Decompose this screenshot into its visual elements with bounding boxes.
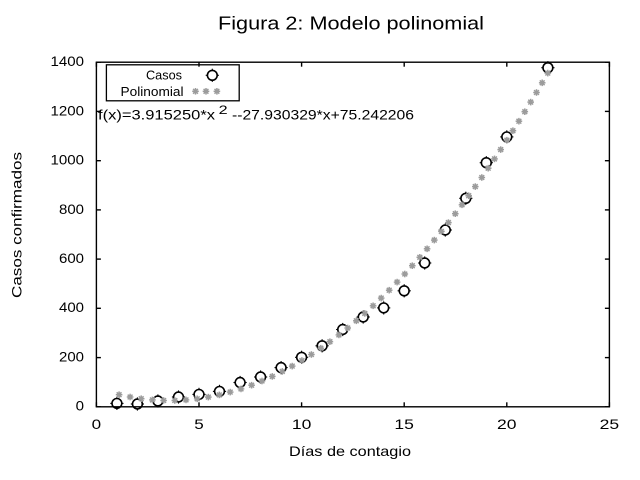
svg-text:Días de contagio: Días de contagio bbox=[289, 443, 411, 459]
svg-text:0: 0 bbox=[92, 416, 102, 432]
svg-text:2: 2 bbox=[219, 103, 228, 117]
svg-text:25: 25 bbox=[600, 416, 620, 432]
svg-text:--27.930329*x+75.242206: --27.930329*x+75.242206 bbox=[232, 107, 414, 123]
svg-text:Polinomial: Polinomial bbox=[121, 84, 184, 99]
svg-text:Casos: Casos bbox=[146, 68, 182, 83]
svg-text:15: 15 bbox=[394, 416, 414, 432]
svg-text:1200: 1200 bbox=[51, 102, 85, 118]
svg-text:200: 200 bbox=[59, 349, 84, 365]
svg-text:f(x)=3.915250*x: f(x)=3.915250*x bbox=[98, 107, 215, 123]
svg-text:10: 10 bbox=[292, 416, 312, 432]
svg-text:20: 20 bbox=[497, 416, 517, 432]
svg-text:400: 400 bbox=[59, 299, 84, 315]
svg-text:800: 800 bbox=[59, 201, 84, 217]
svg-text:1000: 1000 bbox=[51, 152, 85, 168]
svg-text:Figura 2: Modelo polinomial: Figura 2: Modelo polinomial bbox=[218, 14, 484, 34]
svg-text:1400: 1400 bbox=[51, 53, 85, 69]
svg-text:5: 5 bbox=[194, 416, 204, 432]
svg-text:Casos confirmados: Casos confirmados bbox=[9, 152, 25, 298]
svg-text:600: 600 bbox=[59, 250, 84, 266]
svg-text:0: 0 bbox=[76, 398, 85, 414]
